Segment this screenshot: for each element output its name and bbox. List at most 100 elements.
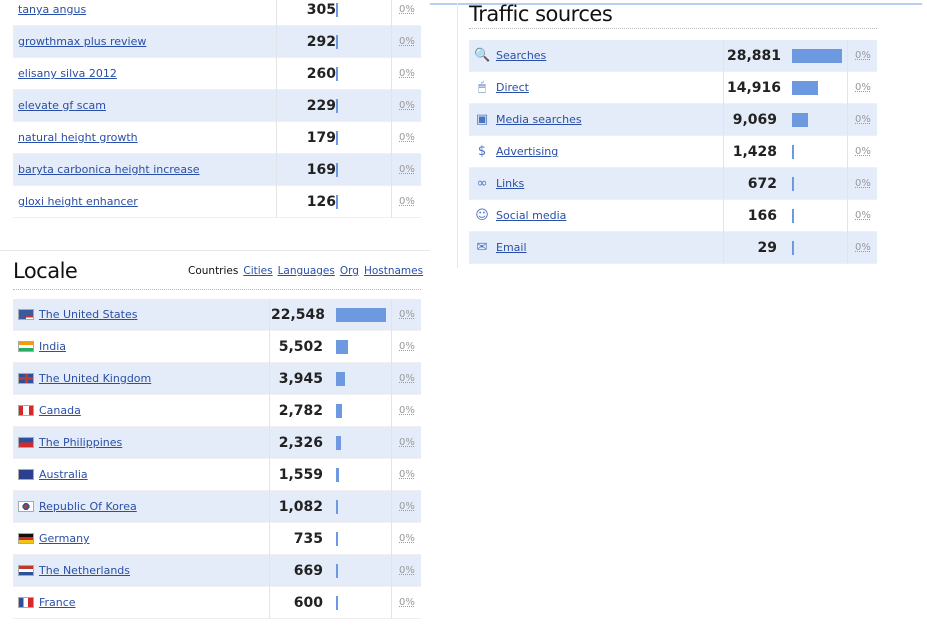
column-separator <box>847 104 848 136</box>
column-separator <box>269 427 270 459</box>
share-bar <box>336 99 338 113</box>
share-bar <box>336 564 338 578</box>
country-row-link[interactable]: Australia <box>39 468 88 481</box>
country-row: Canada 2,782 0% <box>13 395 421 427</box>
column-divider <box>457 3 458 268</box>
country-row-link[interactable]: Republic Of Korea <box>39 500 137 513</box>
country-row: The United Kingdom 3,945 0% <box>13 363 421 395</box>
percent-value: 0% <box>399 405 415 416</box>
keyword-row: elevate gf scam 229 0% <box>13 90 421 122</box>
percent-value: 0% <box>399 341 415 352</box>
percent-value: 0% <box>399 36 415 47</box>
locale-title: Locale <box>13 259 78 283</box>
share-bar <box>336 67 338 81</box>
country-row-link[interactable]: India <box>39 340 66 353</box>
column-separator <box>276 58 277 90</box>
traffic-sources-title: Traffic sources <box>469 2 613 26</box>
country-row-link[interactable]: The United Kingdom <box>39 372 152 385</box>
tab-countries[interactable]: Countries <box>188 265 239 277</box>
traffic-source-row-link[interactable]: Email <box>496 241 527 254</box>
column-separator <box>723 200 724 232</box>
keyword-row-link[interactable]: natural height growth <box>18 131 138 144</box>
column-separator <box>723 40 724 72</box>
visit-count: 305 <box>306 2 336 18</box>
envelope-icon: ✉ <box>476 240 488 255</box>
visit-count: 1,428 <box>732 144 777 160</box>
keyword-row: tanya angus 305 0% <box>13 0 421 26</box>
country-row-link[interactable]: The United States <box>39 308 138 321</box>
visit-count: 672 <box>747 176 777 192</box>
magnifier-icon: 🔍 <box>474 48 491 63</box>
traffic-source-row-link[interactable]: Media searches <box>496 113 582 126</box>
tab-cities[interactable]: Cities <box>243 265 273 277</box>
percent-value: 0% <box>855 82 871 93</box>
kr-flag-icon <box>18 501 34 512</box>
visit-count: 669 <box>293 563 323 579</box>
column-separator <box>723 104 724 136</box>
share-bar <box>336 596 338 610</box>
keyword-row-link[interactable]: gloxi height enhancer <box>18 195 138 208</box>
country-row-link[interactable]: Germany <box>39 532 90 545</box>
column-separator <box>391 555 392 587</box>
share-bar <box>792 177 794 191</box>
share-bar <box>336 532 338 546</box>
chain-link-icon: ∞ <box>476 176 488 191</box>
column-separator <box>391 427 392 459</box>
percent-value: 0% <box>399 501 415 512</box>
country-row-link[interactable]: Canada <box>39 404 81 417</box>
top-accent-line <box>430 3 922 5</box>
people-icon: ☺ <box>475 208 489 223</box>
share-bar <box>336 436 341 450</box>
traffic-source-row: ☺ Social media 166 0% <box>469 200 877 232</box>
column-separator <box>847 232 848 264</box>
column-separator <box>723 168 724 200</box>
tv-icon: ▣ <box>475 112 489 127</box>
percent-value: 0% <box>399 100 415 111</box>
visit-count: 14,916 <box>727 80 782 96</box>
traffic-source-row-link[interactable]: Social media <box>496 209 567 222</box>
country-row: The Netherlands 669 0% <box>13 555 421 587</box>
percent-value: 0% <box>855 146 871 157</box>
keyword-row-link[interactable]: tanya angus <box>18 3 87 16</box>
country-row-link[interactable]: The Philippines <box>39 436 123 449</box>
us-flag-icon <box>18 309 34 320</box>
tab-org[interactable]: Org <box>339 265 359 277</box>
traffic-source-row-link[interactable]: Searches <box>496 49 547 62</box>
share-bar <box>336 3 338 17</box>
keyword-row-link[interactable]: growthmax plus review <box>18 35 147 48</box>
share-bar <box>336 195 338 209</box>
in-flag-icon <box>18 341 34 352</box>
country-row-link[interactable]: France <box>39 596 76 609</box>
country-row-link[interactable]: The Netherlands <box>39 564 131 577</box>
traffic-title-rule <box>469 28 877 29</box>
keyword-row-link[interactable]: elisany silva 2012 <box>18 67 117 80</box>
column-separator <box>391 26 392 58</box>
column-separator <box>847 72 848 104</box>
keyword-row-link[interactable]: elevate gf scam <box>18 99 107 112</box>
traffic-source-row-link[interactable]: Links <box>496 177 525 190</box>
traffic-source-row-link[interactable]: Direct <box>496 81 529 94</box>
visit-count: 22,548 <box>271 307 326 323</box>
visit-count: 600 <box>293 595 323 611</box>
column-separator <box>276 90 277 122</box>
column-separator <box>391 523 392 555</box>
traffic-source-row: ▣ Media searches 9,069 0% <box>469 104 877 136</box>
column-separator <box>847 136 848 168</box>
locale-table: The United States 22,548 0% India 5,502 0% The… <box>13 299 421 619</box>
column-separator <box>276 26 277 58</box>
tab-hostnames[interactable]: Hostnames <box>363 265 424 277</box>
visit-count: 2,326 <box>278 435 323 451</box>
traffic-source-row-link[interactable]: Advertising <box>496 145 559 158</box>
visit-count: 5,502 <box>278 339 323 355</box>
keyword-row-link[interactable]: baryta carbonica height increase <box>18 163 200 176</box>
country-row: The United States 22,548 0% <box>13 299 421 331</box>
country-row: France 600 0% <box>13 587 421 619</box>
money-icon: $ <box>477 144 487 159</box>
column-separator <box>391 58 392 90</box>
visit-count: 3,945 <box>278 371 323 387</box>
column-separator <box>269 555 270 587</box>
keyword-row: baryta carbonica height increase 169 0% <box>13 154 421 186</box>
keywords-table: tanya angus 305 0% growthmax plus review 292… <box>13 0 421 218</box>
column-separator <box>269 523 270 555</box>
tab-languages[interactable]: Languages <box>277 265 335 277</box>
